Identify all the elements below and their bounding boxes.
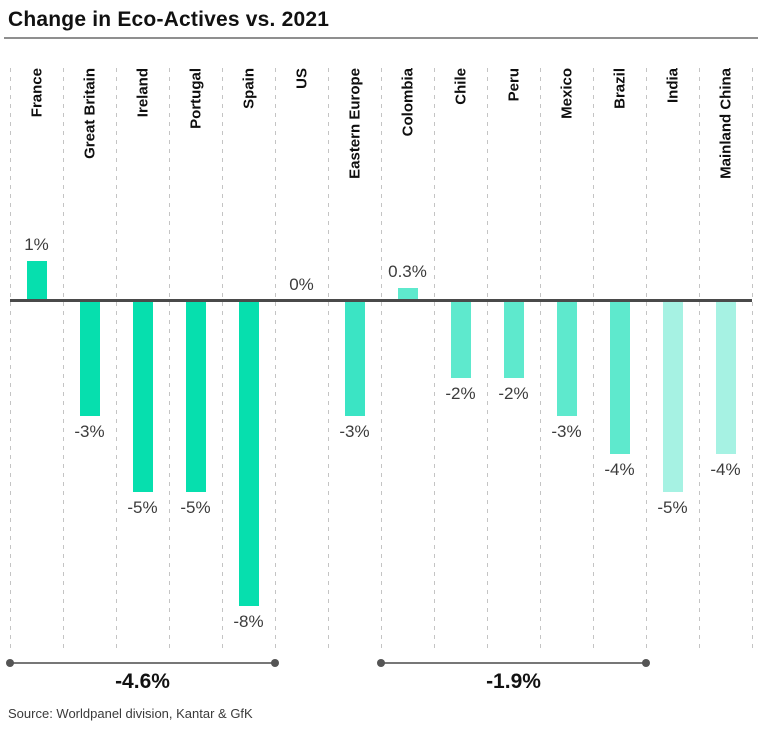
country-label-text: Colombia bbox=[399, 68, 416, 137]
country-label-text: France bbox=[28, 68, 45, 118]
bar-india bbox=[662, 302, 683, 492]
country-label-us: US bbox=[275, 68, 328, 218]
gridline bbox=[328, 68, 329, 652]
country-label-spain: Spain bbox=[222, 68, 275, 218]
group-bracket bbox=[6, 659, 279, 667]
value-label: -3% bbox=[339, 422, 370, 441]
bar-chile bbox=[450, 302, 471, 378]
gridline bbox=[646, 68, 647, 652]
country-label-great-britain: Great Britain bbox=[63, 68, 116, 218]
value-label: -8% bbox=[233, 612, 264, 631]
country-label-india: India bbox=[646, 68, 699, 218]
title-underline bbox=[4, 37, 758, 39]
country-label-portugal: Portugal bbox=[169, 68, 222, 218]
gridline bbox=[699, 68, 700, 652]
country-label-colombia: Colombia bbox=[381, 68, 434, 218]
value-label: -2% bbox=[445, 384, 476, 403]
country-label-text: Chile bbox=[452, 68, 469, 105]
country-label-text: Brazil bbox=[611, 68, 628, 109]
bracket-endpoint-dot bbox=[377, 659, 385, 667]
group-average-label: -4.6% bbox=[115, 670, 170, 693]
bar-france bbox=[26, 261, 47, 299]
gridline bbox=[275, 68, 276, 652]
bar-colombia bbox=[397, 288, 418, 299]
value-label: 0% bbox=[289, 275, 314, 294]
value-label: -5% bbox=[127, 498, 158, 517]
zero-axis-line bbox=[10, 299, 752, 302]
bar-portugal bbox=[185, 302, 206, 492]
bracket-endpoint-dot bbox=[271, 659, 279, 667]
value-label: 0.3% bbox=[388, 262, 427, 281]
country-label-text: Ireland bbox=[134, 68, 151, 118]
country-label-mexico: Mexico bbox=[540, 68, 593, 218]
value-label: -4% bbox=[710, 460, 741, 479]
value-label: 1% bbox=[24, 235, 49, 254]
bar-mexico bbox=[556, 302, 577, 416]
gridline bbox=[381, 68, 382, 652]
bracket-endpoint-dot bbox=[642, 659, 650, 667]
gridline bbox=[222, 68, 223, 652]
value-label: -5% bbox=[180, 498, 211, 517]
gridline bbox=[116, 68, 117, 652]
gridline bbox=[540, 68, 541, 652]
gridline bbox=[593, 68, 594, 652]
country-label-text: Peru bbox=[505, 68, 522, 102]
bar-brazil bbox=[609, 302, 630, 454]
value-label: -3% bbox=[74, 422, 105, 441]
value-label: -5% bbox=[657, 498, 688, 517]
country-label-text: Great Britain bbox=[81, 68, 98, 159]
group-average-label: -1.9% bbox=[486, 670, 541, 693]
country-label-text: Portugal bbox=[187, 68, 204, 129]
value-label: -3% bbox=[551, 422, 582, 441]
gridline bbox=[487, 68, 488, 652]
gridline bbox=[434, 68, 435, 652]
country-label-eastern-europe: Eastern Europe bbox=[328, 68, 381, 218]
gridline bbox=[10, 68, 11, 652]
country-label-text: US bbox=[293, 68, 310, 89]
bar-spain bbox=[238, 302, 259, 606]
value-label: -4% bbox=[604, 460, 635, 479]
country-label-text: Spain bbox=[240, 68, 257, 109]
source-note: Source: Worldpanel division, Kantar & Gf… bbox=[8, 706, 253, 721]
country-label-chile: Chile bbox=[434, 68, 487, 218]
bar-mainland-china bbox=[715, 302, 736, 454]
country-label-mainland-china: Mainland China bbox=[699, 68, 752, 218]
value-label: -2% bbox=[498, 384, 529, 403]
chart-title: Change in Eco-Actives vs. 2021 bbox=[8, 8, 330, 31]
gridline bbox=[63, 68, 64, 652]
bar-peru bbox=[503, 302, 524, 378]
country-label-text: India bbox=[664, 68, 681, 104]
bar-great-britain bbox=[79, 302, 100, 416]
group-bracket bbox=[377, 659, 650, 667]
gridline bbox=[752, 68, 753, 652]
country-label-text: Eastern Europe bbox=[346, 68, 363, 179]
country-label-brazil: Brazil bbox=[593, 68, 646, 218]
country-label-peru: Peru bbox=[487, 68, 540, 218]
bar-eastern-europe bbox=[344, 302, 365, 416]
gridline bbox=[169, 68, 170, 652]
bar-ireland bbox=[132, 302, 153, 492]
country-label-france: France bbox=[10, 68, 63, 218]
bracket-endpoint-dot bbox=[6, 659, 14, 667]
country-label-text: Mainland China bbox=[717, 68, 734, 179]
country-label-ireland: Ireland bbox=[116, 68, 169, 218]
country-label-text: Mexico bbox=[558, 68, 575, 119]
